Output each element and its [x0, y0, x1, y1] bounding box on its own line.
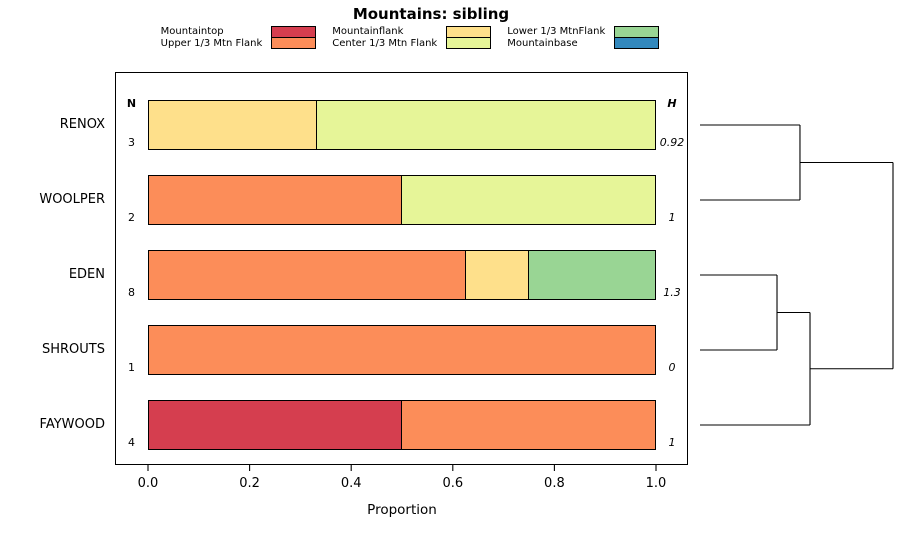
- x-tick-label: 0.0: [137, 476, 159, 491]
- stacked-bar: [148, 100, 656, 150]
- category-label: RENOX: [59, 117, 105, 132]
- h-value: 1: [668, 436, 676, 449]
- x-tick-label: 1.0: [645, 476, 667, 491]
- bar-segment: [402, 175, 656, 225]
- n-value: 3: [128, 136, 135, 149]
- legend-label: Mountaintop: [160, 26, 224, 37]
- n-value: 8: [128, 286, 135, 299]
- legend-group: Mountaintop Upper 1/3 Mtn Flank: [161, 26, 317, 49]
- bar-segment: [148, 175, 402, 225]
- n-value: 4: [128, 436, 135, 449]
- legend-group: Lower 1/3 MtnFlank Mountainbase: [507, 26, 660, 49]
- legend-color-swatch: [446, 26, 492, 38]
- x-tick-label: 0.8: [544, 476, 565, 491]
- bar-segment: [148, 100, 318, 150]
- legend-swatches: [271, 26, 317, 49]
- legend-label: Upper 1/3 Mtn Flank: [160, 37, 263, 49]
- legend-label: Center 1/3 Mtn Flank: [332, 37, 438, 49]
- n-value: 1: [128, 361, 135, 374]
- chart-title: Mountains: sibling: [352, 5, 510, 23]
- category-label: FAYWOOD: [39, 417, 105, 432]
- bar-segment: [402, 400, 656, 450]
- category-label: EDEN: [68, 267, 105, 282]
- legend-labels: Mountaintop Upper 1/3 Mtn Flank: [161, 26, 263, 49]
- bar-segment: [148, 400, 402, 450]
- h-value: 0: [668, 361, 676, 374]
- stacked-bar: [148, 250, 656, 300]
- h-column-header: H: [667, 97, 677, 110]
- bar-segment: [148, 325, 656, 375]
- n-value: 2: [128, 211, 135, 224]
- h-value: 1.3: [663, 286, 681, 299]
- legend-color-swatch: [614, 37, 660, 49]
- legend-labels: Lower 1/3 MtnFlank Mountainbase: [507, 26, 605, 49]
- h-value: 1: [668, 211, 676, 224]
- legend-labels: Mountainflank Center 1/3 Mtn Flank: [332, 26, 437, 49]
- stacked-bar: [148, 175, 656, 225]
- legend-color-swatch: [446, 37, 492, 49]
- plot-area: [115, 72, 688, 465]
- category-label: SHROUTS: [41, 342, 105, 357]
- h-value: 0.92: [659, 136, 685, 149]
- legend-swatches: [446, 26, 492, 49]
- bar-segment: [317, 100, 656, 150]
- legend-color-swatch: [614, 26, 660, 38]
- legend-group: Mountainflank Center 1/3 Mtn Flank: [332, 26, 492, 49]
- bar-segment: [529, 250, 656, 300]
- bar-segment: [465, 250, 529, 300]
- legend-label: Mountainbase: [507, 37, 578, 49]
- bar-segment: [148, 250, 466, 300]
- x-axis-label: Proportion: [367, 502, 437, 518]
- legend-color-swatch: [271, 37, 317, 49]
- legend-label: Lower 1/3 MtnFlank: [507, 26, 606, 37]
- x-tick-label: 0.4: [340, 476, 362, 491]
- stacked-bar: [148, 325, 656, 375]
- legend-color-swatch: [271, 26, 317, 38]
- stacked-bar: [148, 400, 656, 450]
- legend: Mountaintop Upper 1/3 Mtn Flank Mountainfl…: [0, 26, 820, 49]
- legend-swatches: [614, 26, 660, 49]
- x-tick-label: 0.2: [239, 476, 260, 491]
- category-label: WOOLPER: [39, 192, 105, 207]
- n-column-header: N: [126, 97, 137, 110]
- legend-label: Mountainflank: [332, 26, 404, 37]
- x-tick-label: 0.6: [442, 476, 464, 491]
